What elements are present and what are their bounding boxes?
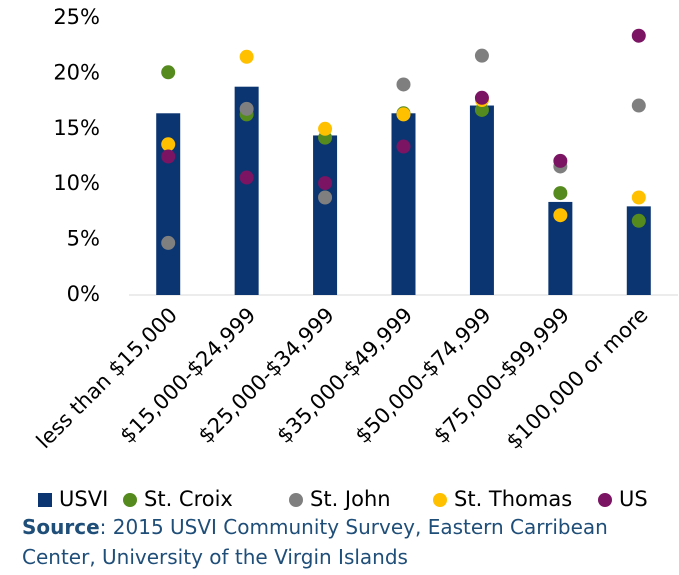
- legend-marker: [289, 493, 303, 507]
- dot: [161, 65, 176, 80]
- bar: [234, 86, 259, 295]
- x-tick-label: $35,000-$49,999: [272, 303, 417, 448]
- y-tick-label: 25%: [53, 5, 100, 29]
- dot: [161, 235, 176, 250]
- dot: [553, 186, 568, 201]
- dot: [318, 121, 333, 136]
- x-tick-label: $50,000-$74,999: [351, 303, 496, 448]
- dot: [161, 149, 176, 164]
- dot: [474, 102, 489, 117]
- source-label: Source: [22, 515, 100, 539]
- legend-label: USVI: [59, 487, 108, 510]
- dot: [318, 190, 333, 205]
- dot: [553, 208, 568, 223]
- dot: [474, 90, 489, 105]
- source-text: : 2015 USVI Community Survey, Eastern Ca…: [22, 515, 608, 569]
- bar: [313, 135, 338, 295]
- y-tick-label: 0%: [67, 282, 100, 306]
- dot: [396, 77, 411, 92]
- dot: [396, 107, 411, 122]
- legend-label: St. John: [310, 487, 391, 510]
- x-tick-label: less than $15,000: [32, 303, 182, 453]
- x-tick-label: $75,000-$99,999: [429, 303, 574, 448]
- dot: [161, 137, 176, 152]
- chart: 0% 5% 10% 15% 20% 25% less than $15,000$15,000…: [32, 5, 678, 510]
- dot: [396, 139, 411, 154]
- legend-label: St. Croix: [144, 487, 233, 510]
- dot: [631, 213, 646, 228]
- legend-marker: [38, 493, 52, 507]
- source: Source: 2015 USVI Community Survey, East…: [22, 512, 662, 572]
- dot: [239, 101, 254, 116]
- dot: [239, 170, 254, 185]
- dot: [631, 98, 646, 113]
- dot: [474, 48, 489, 63]
- legend-label: US: [619, 487, 648, 510]
- y-tick-label: 10%: [53, 171, 100, 195]
- legend-label: St. Thomas: [454, 487, 572, 510]
- dot: [631, 190, 646, 205]
- bar: [469, 105, 494, 295]
- y-tick-label: 20%: [53, 60, 100, 84]
- x-tick-label: $100,000 or more: [502, 303, 653, 454]
- y-tick-label: 5%: [67, 227, 100, 251]
- legend-marker: [598, 493, 612, 507]
- dot: [553, 153, 568, 168]
- dot: [239, 49, 254, 64]
- legend-marker: [433, 493, 447, 507]
- dot: [631, 28, 646, 43]
- legend-marker: [123, 493, 137, 507]
- x-tick-label: $25,000-$34,999: [194, 303, 339, 448]
- y-tick-label: 15%: [53, 116, 100, 140]
- x-tick-label: $15,000-$24,999: [115, 303, 260, 448]
- dot: [318, 176, 333, 191]
